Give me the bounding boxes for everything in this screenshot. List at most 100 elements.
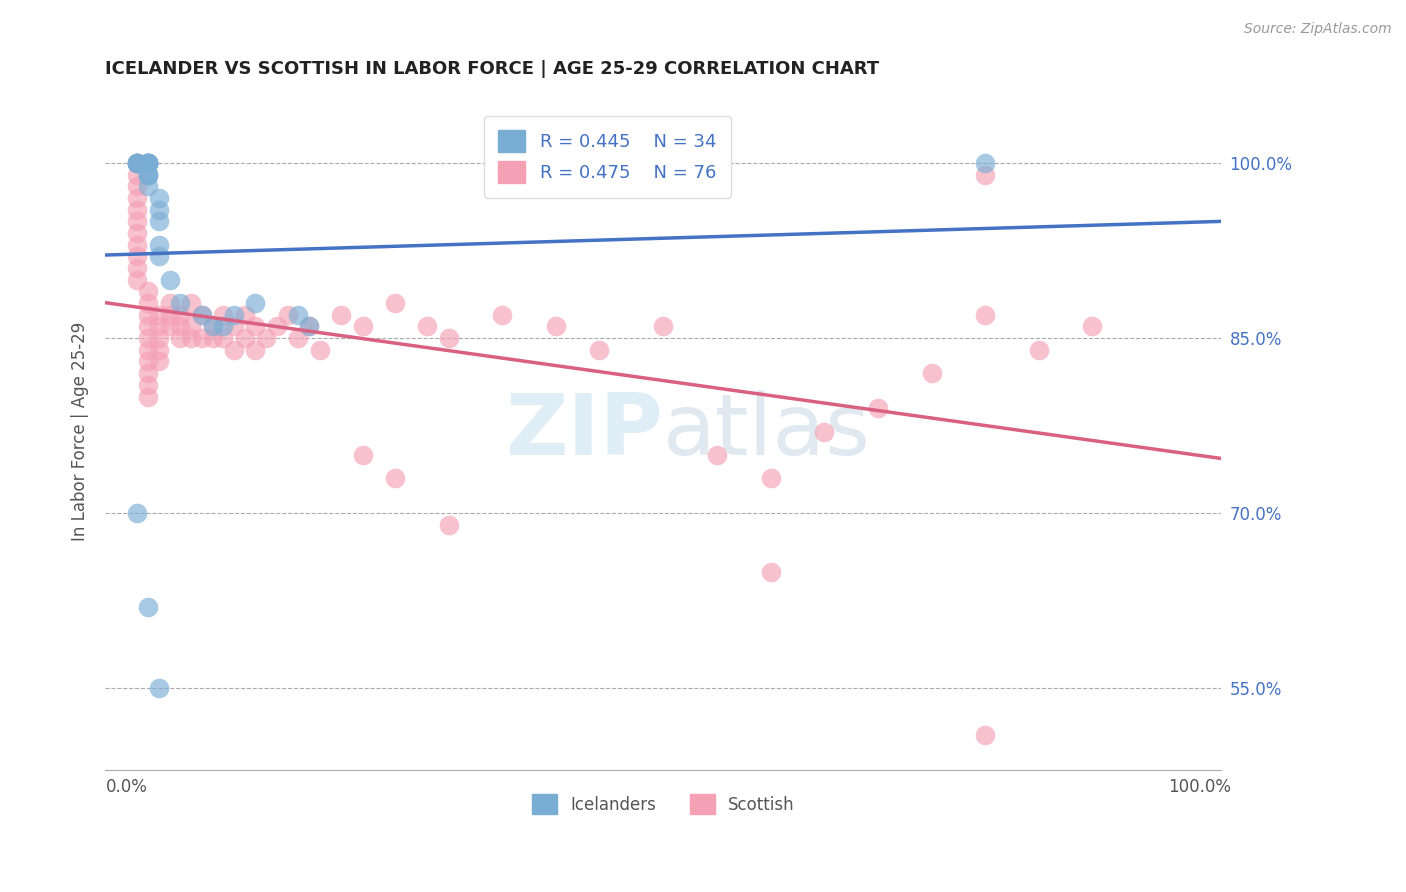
Point bbox=[437, 517, 460, 532]
Text: atlas: atlas bbox=[664, 390, 872, 473]
Point bbox=[136, 168, 159, 182]
Point bbox=[127, 168, 149, 182]
Point bbox=[148, 354, 170, 368]
Text: ICELANDER VS SCOTTISH IN LABOR FORCE | AGE 25-29 CORRELATION CHART: ICELANDER VS SCOTTISH IN LABOR FORCE | A… bbox=[105, 60, 879, 78]
Point bbox=[136, 377, 159, 392]
Point bbox=[212, 331, 235, 345]
Point bbox=[974, 168, 997, 182]
Point bbox=[352, 448, 374, 462]
Legend: Icelanders, Scottish: Icelanders, Scottish bbox=[523, 786, 803, 822]
Point bbox=[127, 156, 149, 170]
Point bbox=[921, 366, 943, 380]
Y-axis label: In Labor Force | Age 25-29: In Labor Force | Age 25-29 bbox=[72, 322, 89, 541]
Point bbox=[136, 179, 159, 194]
Point bbox=[222, 319, 245, 334]
Point bbox=[491, 308, 513, 322]
Point bbox=[352, 319, 374, 334]
Point bbox=[544, 319, 567, 334]
Point bbox=[706, 448, 728, 462]
Point bbox=[330, 308, 353, 322]
Point bbox=[169, 331, 191, 345]
Point bbox=[148, 202, 170, 217]
Point bbox=[222, 308, 245, 322]
Point bbox=[759, 565, 782, 579]
Point bbox=[245, 343, 267, 357]
Point bbox=[136, 599, 159, 614]
Point bbox=[298, 319, 321, 334]
Point bbox=[148, 237, 170, 252]
Point bbox=[148, 191, 170, 205]
Point bbox=[298, 319, 321, 334]
Point bbox=[148, 308, 170, 322]
Point bbox=[136, 285, 159, 299]
Point bbox=[127, 156, 149, 170]
Point bbox=[384, 471, 406, 485]
Point bbox=[212, 308, 235, 322]
Point bbox=[127, 226, 149, 240]
Point bbox=[148, 331, 170, 345]
Point bbox=[201, 319, 224, 334]
Point bbox=[180, 319, 202, 334]
Point bbox=[813, 425, 835, 439]
Point bbox=[136, 156, 159, 170]
Point bbox=[136, 319, 159, 334]
Point bbox=[127, 191, 149, 205]
Point bbox=[201, 319, 224, 334]
Point bbox=[127, 214, 149, 228]
Point bbox=[233, 308, 256, 322]
Point bbox=[212, 319, 235, 334]
Point bbox=[127, 249, 149, 263]
Point bbox=[287, 308, 309, 322]
Point bbox=[191, 308, 214, 322]
Point bbox=[384, 296, 406, 310]
Point bbox=[136, 156, 159, 170]
Point bbox=[136, 390, 159, 404]
Point bbox=[148, 319, 170, 334]
Point bbox=[416, 319, 439, 334]
Point bbox=[169, 308, 191, 322]
Point bbox=[127, 156, 149, 170]
Point bbox=[222, 343, 245, 357]
Point bbox=[652, 319, 675, 334]
Point bbox=[191, 308, 214, 322]
Point bbox=[308, 343, 330, 357]
Point bbox=[1028, 343, 1050, 357]
Point bbox=[127, 179, 149, 194]
Point bbox=[759, 471, 782, 485]
Point bbox=[136, 296, 159, 310]
Point bbox=[277, 308, 299, 322]
Point bbox=[127, 506, 149, 520]
Point bbox=[136, 156, 159, 170]
Point bbox=[148, 214, 170, 228]
Point bbox=[136, 331, 159, 345]
Text: ZIP: ZIP bbox=[506, 390, 664, 473]
Point bbox=[159, 296, 181, 310]
Point bbox=[136, 168, 159, 182]
Point bbox=[136, 308, 159, 322]
Point bbox=[127, 237, 149, 252]
Point bbox=[180, 296, 202, 310]
Point bbox=[136, 343, 159, 357]
Point bbox=[245, 296, 267, 310]
Point bbox=[148, 249, 170, 263]
Point bbox=[201, 331, 224, 345]
Point bbox=[136, 156, 159, 170]
Point bbox=[148, 681, 170, 696]
Point bbox=[287, 331, 309, 345]
Point bbox=[866, 401, 889, 416]
Point bbox=[191, 331, 214, 345]
Point bbox=[136, 156, 159, 170]
Point bbox=[588, 343, 610, 357]
Point bbox=[1081, 319, 1104, 334]
Point bbox=[136, 168, 159, 182]
Point bbox=[136, 156, 159, 170]
Point bbox=[136, 354, 159, 368]
Point bbox=[233, 331, 256, 345]
Point bbox=[974, 728, 997, 742]
Point bbox=[127, 261, 149, 276]
Point bbox=[127, 156, 149, 170]
Point bbox=[127, 273, 149, 287]
Point bbox=[974, 156, 997, 170]
Point bbox=[159, 273, 181, 287]
Point bbox=[180, 331, 202, 345]
